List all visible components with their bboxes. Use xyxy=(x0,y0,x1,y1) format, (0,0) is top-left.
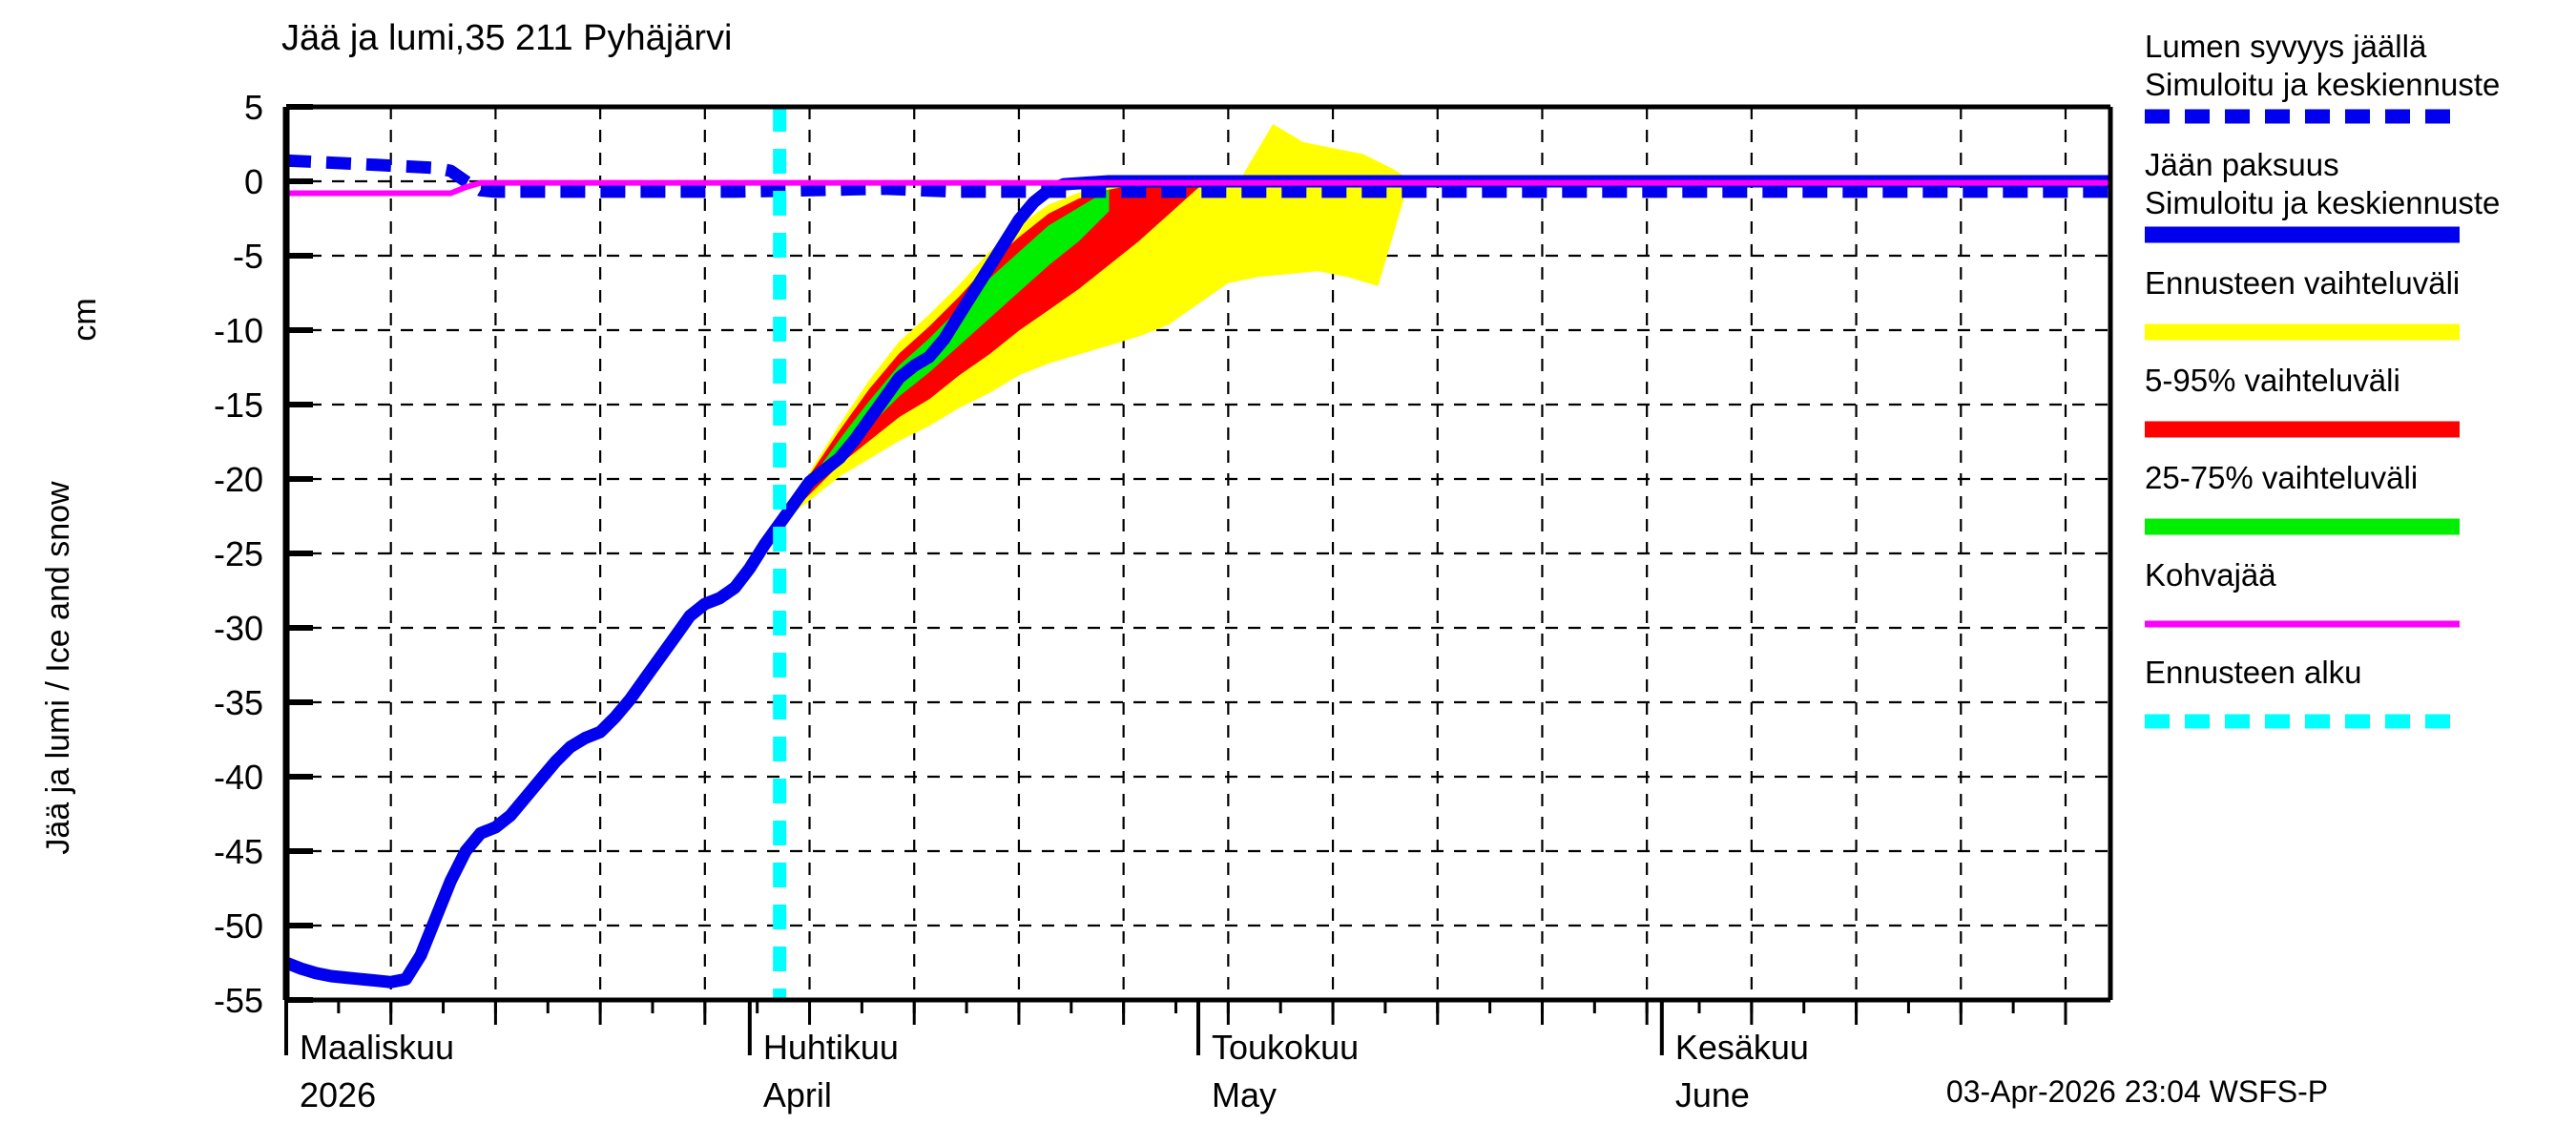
x-month-label-fi: Kesäkuu xyxy=(1675,1028,1809,1067)
legend-item-title: Ennusteen vaihteluväli xyxy=(2145,265,2460,301)
x-month-label-en: April xyxy=(763,1075,832,1114)
legend-item-title: Jään paksuus xyxy=(2145,147,2339,182)
y-tick-label: -40 xyxy=(214,758,263,797)
y-tick-label: -50 xyxy=(214,906,263,946)
legend-item-title: 5-95% vaihteluväli xyxy=(2145,363,2400,398)
legend-item-title: Kohvajää xyxy=(2145,557,2276,593)
legend-item-subtitle: Simuloitu ja keskiennuste xyxy=(2145,185,2500,220)
footer-timestamp: 03-Apr-2026 23:04 WSFS-P xyxy=(1946,1074,2328,1109)
y-tick-label: -5 xyxy=(233,237,263,276)
legend-item-subtitle: Simuloitu ja keskiennuste xyxy=(2145,67,2500,102)
y-tick-label: -20 xyxy=(214,460,263,499)
y-tick-label: -55 xyxy=(214,981,263,1020)
y-tick-label: -35 xyxy=(214,683,263,722)
y-tick-label: -30 xyxy=(214,609,263,648)
x-month-label-en: 2026 xyxy=(300,1075,376,1114)
series-line xyxy=(285,154,2110,198)
forecast-band-00ee00 xyxy=(779,189,1110,525)
y-tick-label: -25 xyxy=(214,534,263,573)
x-month-label-en: May xyxy=(1212,1075,1277,1114)
y-tick-label: 0 xyxy=(244,162,263,201)
y-axis-unit-label: cm xyxy=(67,298,103,341)
series-line xyxy=(286,179,2110,197)
plot-area: 5 0 -5 -10 -15 -20 -25 -30 -35 -40 -45 -50 -55 cm Jää … xyxy=(40,88,2113,1114)
y-axis-title: Jää ja lumi / Ice and snow xyxy=(40,481,76,855)
legend-item-title: Ennusteen alku xyxy=(2145,655,2362,690)
y-tick-label: -45 xyxy=(214,832,263,871)
legend-item-title: Lumen syvyys jäällä xyxy=(2145,29,2427,64)
x-month-label-fi: Huhtikuu xyxy=(763,1028,899,1067)
x-month-label-fi: Maaliskuu xyxy=(300,1028,454,1067)
x-month-label-en: June xyxy=(1675,1075,1750,1114)
legend-item-title: 25-75% vaihteluväli xyxy=(2145,460,2418,495)
y-tick-label: 5 xyxy=(244,88,263,127)
page-title: Jää ja lumi,35 211 Pyhäjärvi xyxy=(281,18,732,58)
y-tick-label: -15 xyxy=(214,385,263,425)
y-tick-label: -10 xyxy=(214,311,263,350)
x-month-label-fi: Toukokuu xyxy=(1212,1028,1359,1067)
